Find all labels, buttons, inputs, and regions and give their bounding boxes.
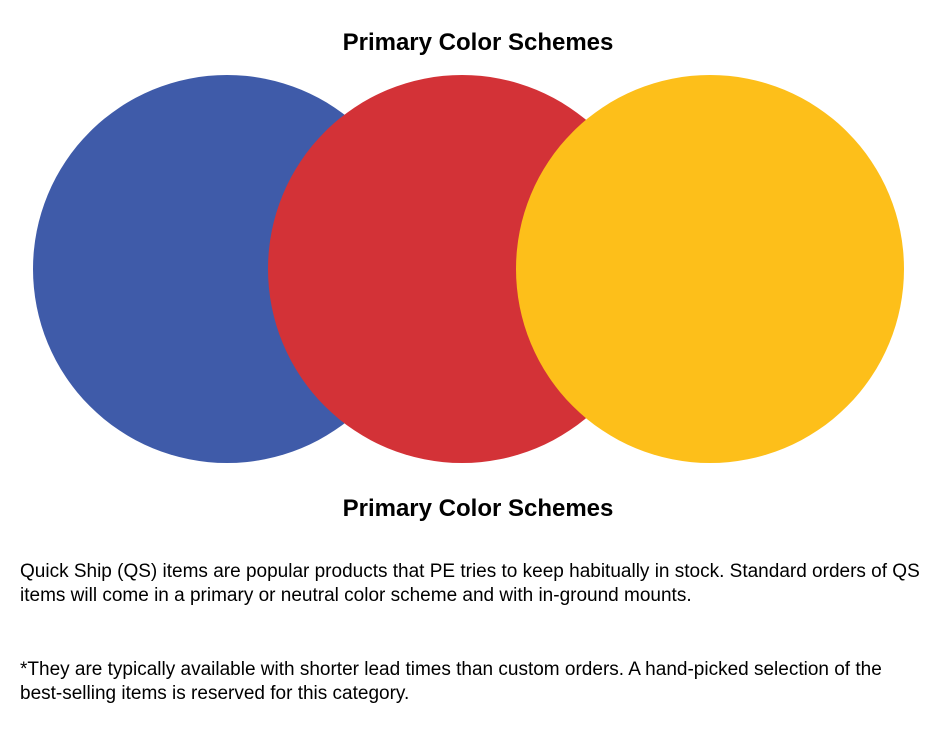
paragraph-quick-ship: Quick Ship (QS) items are popular produc…	[20, 561, 920, 606]
heading: Primary Color Schemes	[342, 29, 614, 56]
paragraph-lead-times: *They are typically available with short…	[20, 659, 882, 704]
yellow-circle	[516, 75, 904, 463]
caption: Primary Color Schemes	[342, 495, 614, 522]
